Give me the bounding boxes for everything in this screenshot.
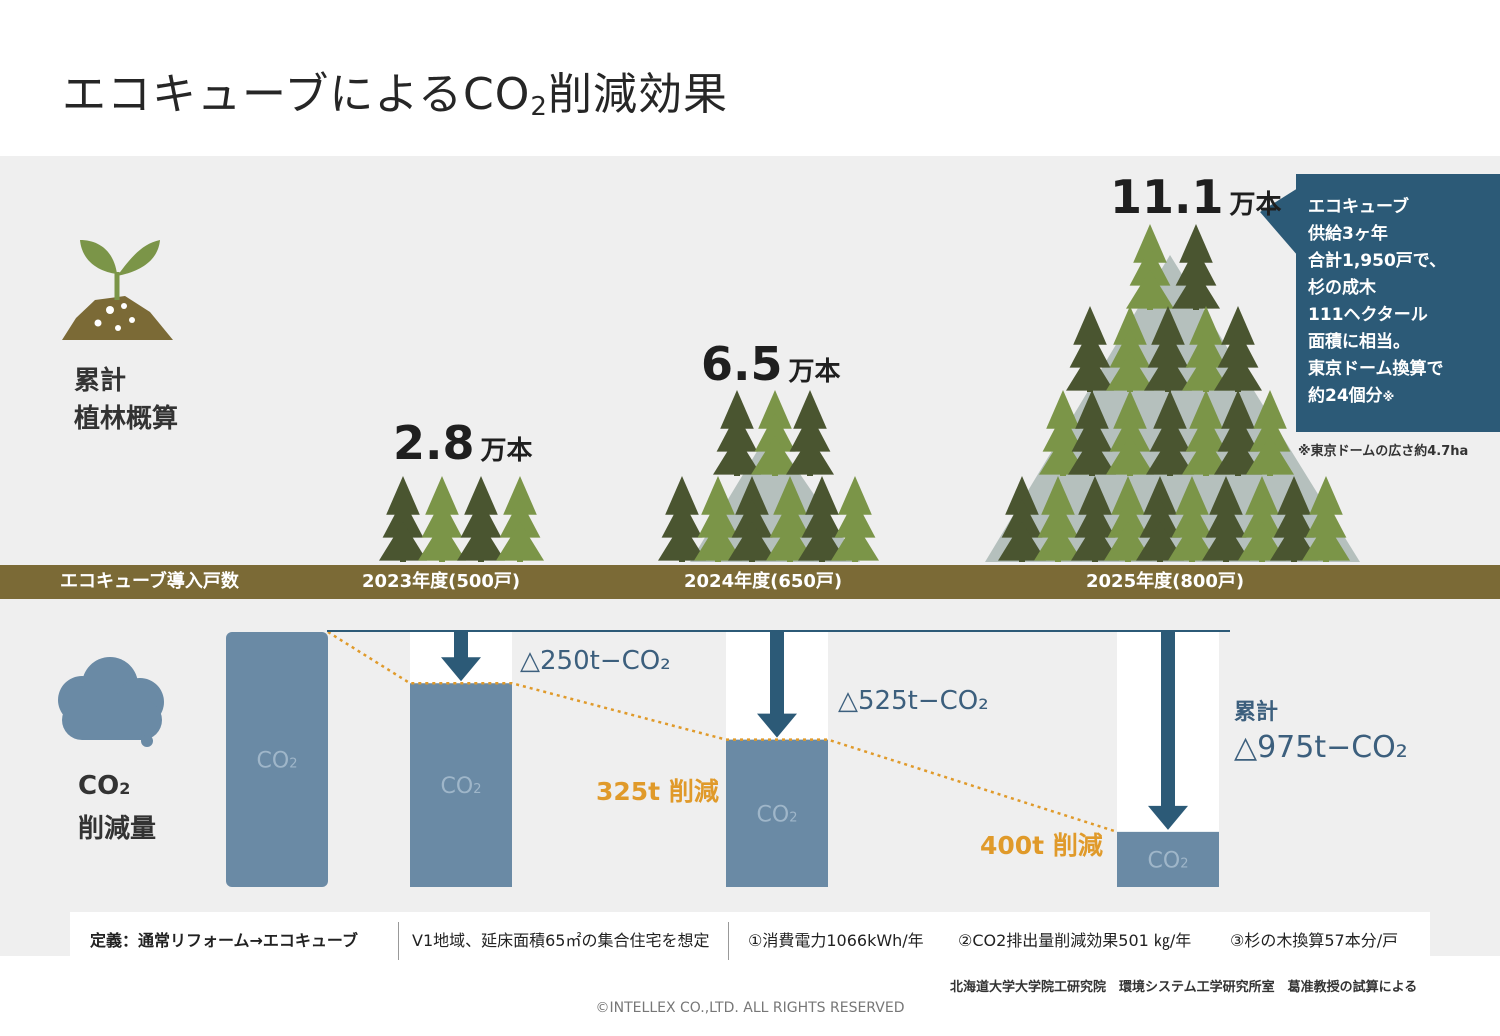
arrow-head (441, 657, 481, 682)
co2-bar (726, 739, 828, 887)
tree-icon (1182, 390, 1230, 476)
diff-2025: 400t 削減 (980, 831, 1103, 860)
cloud-icon (58, 657, 164, 747)
tree-icon (1168, 476, 1216, 562)
tokyo-dome-note: ※東京ドームの広さ約4.7ha (1298, 444, 1469, 459)
tree-icon (1126, 224, 1174, 310)
tree-icon (1202, 476, 1250, 562)
trend-dotted-line (327, 630, 1118, 834)
total-label: 累計 (1234, 700, 1279, 725)
tree-icon (379, 476, 427, 562)
tree-icon (1302, 476, 1350, 562)
tree-count-2023: 2.8 万本 (393, 416, 533, 470)
tree-icon (1238, 476, 1286, 562)
co2-bar (410, 683, 512, 887)
source-note: 北海道大学大学院工研究院 環境システム工学研究所室 葛准教授の試算による (950, 980, 1418, 995)
tree-icon (1172, 224, 1220, 310)
tree-count-2024: 6.5 万本 (701, 337, 841, 391)
definition-separator (398, 922, 399, 960)
household-band (0, 565, 1500, 599)
tree-icon (1270, 476, 1318, 562)
tree-icon (1106, 390, 1154, 476)
page-title: エコキューブによるCO2削減効果 (62, 69, 728, 122)
callout-pointer (1260, 188, 1298, 256)
tree-icon (1214, 390, 1262, 476)
band-year-2024: 2024年度(650戸) (684, 571, 843, 592)
tree-icon (786, 390, 834, 476)
tree-icon (713, 390, 761, 476)
tree-group (379, 224, 1350, 562)
tree-icon (1246, 390, 1294, 476)
band-label: エコキューブ導入戸数 (60, 571, 239, 592)
tree-icon (1136, 476, 1184, 562)
tree-icon (751, 390, 799, 476)
arrow-head (1148, 805, 1188, 830)
reduction-2024: △525t−CO₂ (838, 686, 989, 716)
total-reduction: △975t−CO₂ (1234, 730, 1408, 765)
tree-icon (1146, 390, 1194, 476)
copyright: ©INTELLEX CO.,LTD. ALL RIGHTS RESERVED (595, 1000, 905, 1016)
definition-3: ①消費電力1066kWh/年 (748, 931, 924, 950)
tree-icon (694, 476, 742, 562)
sprout-icon (62, 240, 173, 340)
tree-icon (496, 476, 544, 562)
tree-icon (1068, 390, 1116, 476)
definition-4: ②CO2排出量削減効果501 ㎏/年 (958, 931, 1192, 950)
band-year-2023: 2023年度(500戸) (362, 571, 521, 592)
tree-icon (1144, 306, 1192, 392)
co2-bar (226, 632, 328, 887)
tree-icon (766, 476, 814, 562)
tree-icon (1104, 476, 1152, 562)
tree-icon (1214, 306, 1262, 392)
tree-icon (998, 476, 1046, 562)
summary-callout: エコキューブ 供給3ヶ年 合計1,950戸で、 杉の成木 111ヘクタール 面積… (1296, 174, 1500, 432)
forest-label: 累計 植林概算 (74, 366, 179, 434)
band-year-2025: 2025年度(800戸) (1086, 571, 1245, 592)
tree-icon (418, 476, 466, 562)
tree-icon (798, 476, 846, 562)
tree-count-2025: 11.1 万本 (1110, 170, 1282, 224)
reduction-2023: △250t−CO₂ (520, 646, 671, 676)
tree-icon (1071, 476, 1119, 562)
tree-icon (1182, 306, 1230, 392)
arrow-head (757, 713, 797, 738)
definition-1: 定義：通常リフォーム→エコキューブ (90, 931, 358, 950)
tree-icon (1066, 306, 1114, 392)
tree-icon (1034, 476, 1082, 562)
tree-icon (831, 476, 879, 562)
definition-bar (70, 912, 1430, 970)
co2-label: CO2 削減量 (78, 771, 157, 844)
definition-2: V1地域、延床面積65㎡の集合住宅を想定 (412, 931, 710, 950)
definition-5: ③杉の木換算57本分/戸 (1230, 931, 1399, 950)
tree-icon (457, 476, 505, 562)
tree-icon (728, 476, 776, 562)
tree-icon (1106, 306, 1154, 392)
co2-bar (1117, 831, 1219, 887)
definition-separator (728, 922, 729, 960)
tree-icon (658, 476, 706, 562)
diff-2024: 325t 削減 (596, 777, 719, 806)
